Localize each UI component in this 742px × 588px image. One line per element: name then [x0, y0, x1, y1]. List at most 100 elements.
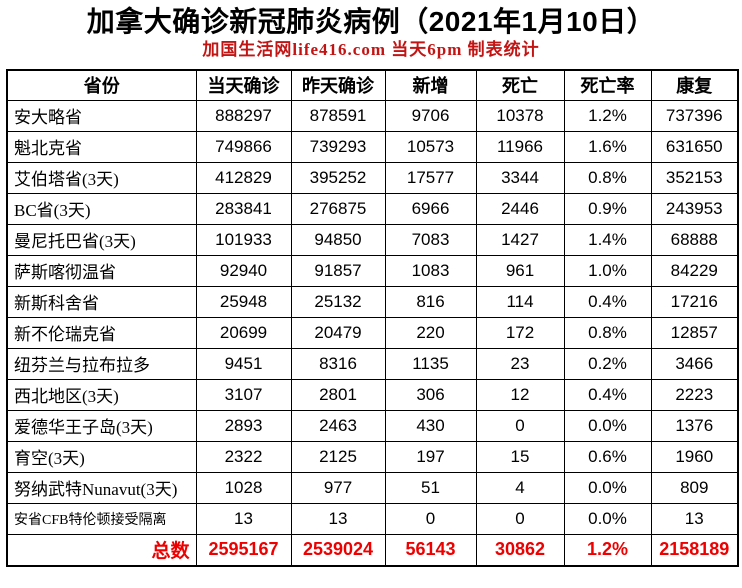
table-row: 萨斯喀彻温省 92940 91857 1083 961 1.0% 84229 — [6, 254, 739, 287]
province-cell: 曼尼托巴省(3天) — [6, 223, 197, 256]
yesterday-confirmed-cell: 13 — [290, 502, 386, 535]
today-confirmed-cell: 749866 — [195, 130, 292, 163]
recovered-cell: 352153 — [650, 161, 739, 194]
column-header-province: 省份 — [6, 69, 197, 101]
recovered-cell: 809 — [650, 471, 739, 504]
death-rate-cell: 0.8% — [563, 161, 652, 194]
province-cell: 安大略省 — [6, 99, 197, 132]
column-header-deaths: 死亡 — [475, 69, 565, 101]
yesterday-confirmed-cell: 94850 — [290, 223, 386, 256]
death-rate-cell: 0.4% — [563, 285, 652, 318]
header-row: 省份 当天确诊 昨天确诊 新增 死亡 死亡率 康复 — [6, 69, 739, 101]
new-cases-cell: 10573 — [384, 130, 477, 163]
province-cell: BC省(3天) — [6, 192, 197, 225]
today-confirmed-cell: 25948 — [195, 285, 292, 318]
deaths-cell: 15 — [475, 440, 565, 473]
table-row: 纽芬兰与拉布拉多 9451 8316 1135 23 0.2% 3466 — [6, 347, 739, 380]
province-cell: 萨斯喀彻温省 — [6, 254, 197, 287]
death-rate-cell: 0.0% — [563, 502, 652, 535]
province-cell: 新斯科舍省 — [6, 285, 197, 318]
recovered-cell: 3466 — [650, 347, 739, 380]
column-header-death-rate: 死亡率 — [563, 69, 652, 101]
table-row: BC省(3天) 283841 276875 6966 2446 0.9% 243… — [6, 192, 739, 225]
yesterday-confirmed-cell: 2801 — [290, 378, 386, 411]
yesterday-confirmed-cell: 91857 — [290, 254, 386, 287]
today-confirmed-cell: 283841 — [195, 192, 292, 225]
new-cases-cell: 1135 — [384, 347, 477, 380]
death-rate-cell: 0.9% — [563, 192, 652, 225]
new-cases-cell: 6966 — [384, 192, 477, 225]
deaths-cell: 961 — [475, 254, 565, 287]
death-rate-cell: 0.6% — [563, 440, 652, 473]
recovered-cell: 84229 — [650, 254, 739, 287]
deaths-cell: 114 — [475, 285, 565, 318]
deaths-cell: 0 — [475, 502, 565, 535]
death-rate-cell: 0.0% — [563, 471, 652, 504]
province-cell: 艾伯塔省(3天) — [6, 161, 197, 194]
new-cases-cell: 0 — [384, 502, 477, 535]
new-cases-cell: 1083 — [384, 254, 477, 287]
recovered-cell: 1376 — [650, 409, 739, 442]
today-confirmed-cell: 1028 — [195, 471, 292, 504]
column-header-yesterday-confirmed: 昨天确诊 — [290, 69, 386, 101]
new-cases-cell: 17577 — [384, 161, 477, 194]
deaths-cell: 10378 — [475, 99, 565, 132]
death-rate-cell: 1.6% — [563, 130, 652, 163]
table-body: 安大略省 888297 878591 9706 10378 1.2% 73739… — [6, 99, 739, 535]
today-confirmed-cell: 888297 — [195, 99, 292, 132]
recovered-cell: 17216 — [650, 285, 739, 318]
deaths-cell: 4 — [475, 471, 565, 504]
today-confirmed-cell: 2322 — [195, 440, 292, 473]
table-row: 努纳武特Nunavut(3天) 1028 977 51 4 0.0% 809 — [6, 471, 739, 504]
totals-deaths-cell: 30862 — [475, 533, 565, 567]
new-cases-cell: 9706 — [384, 99, 477, 132]
province-cell: 纽芬兰与拉布拉多 — [6, 347, 197, 380]
province-cell: 努纳武特Nunavut(3天) — [6, 471, 197, 504]
yesterday-confirmed-cell: 8316 — [290, 347, 386, 380]
recovered-cell: 1960 — [650, 440, 739, 473]
deaths-cell: 172 — [475, 316, 565, 349]
column-header-recovered: 康复 — [650, 69, 739, 101]
death-rate-cell: 0.4% — [563, 378, 652, 411]
province-cell: 新不伦瑞克省 — [6, 316, 197, 349]
death-rate-cell: 1.2% — [563, 99, 652, 132]
covid-stats-table: 省份 当天确诊 昨天确诊 新增 死亡 死亡率 康复 安大略省 888297 87… — [6, 69, 739, 567]
yesterday-confirmed-cell: 739293 — [290, 130, 386, 163]
table-row: 新斯科舍省 25948 25132 816 114 0.4% 17216 — [6, 285, 739, 318]
deaths-cell: 3344 — [475, 161, 565, 194]
totals-today-cell: 2595167 — [195, 533, 292, 567]
page-subtitle: 加国生活网life416.com 当天6pm 制表统计 — [202, 40, 540, 59]
table-row: 曼尼托巴省(3天) 101933 94850 7083 1427 1.4% 68… — [6, 223, 739, 256]
totals-new-cases-cell: 56143 — [384, 533, 477, 567]
table-row: 安大略省 888297 878591 9706 10378 1.2% 73739… — [6, 99, 739, 132]
deaths-cell: 11966 — [475, 130, 565, 163]
table-row: 新不伦瑞克省 20699 20479 220 172 0.8% 12857 — [6, 316, 739, 349]
totals-label: 总数 — [6, 533, 197, 567]
today-confirmed-cell: 92940 — [195, 254, 292, 287]
today-confirmed-cell: 9451 — [195, 347, 292, 380]
deaths-cell: 0 — [475, 409, 565, 442]
new-cases-cell: 306 — [384, 378, 477, 411]
table-row: 魁北克省 749866 739293 10573 11966 1.6% 6316… — [6, 130, 739, 163]
today-confirmed-cell: 13 — [195, 502, 292, 535]
today-confirmed-cell: 20699 — [195, 316, 292, 349]
yesterday-confirmed-cell: 977 — [290, 471, 386, 504]
death-rate-cell: 1.4% — [563, 223, 652, 256]
province-cell: 西北地区(3天) — [6, 378, 197, 411]
column-header-today-confirmed: 当天确诊 — [195, 69, 292, 101]
death-rate-cell: 1.0% — [563, 254, 652, 287]
province-cell: 魁北克省 — [6, 130, 197, 163]
new-cases-cell: 816 — [384, 285, 477, 318]
yesterday-confirmed-cell: 20479 — [290, 316, 386, 349]
deaths-cell: 23 — [475, 347, 565, 380]
today-confirmed-cell: 101933 — [195, 223, 292, 256]
totals-row: 总数 2595167 2539024 56143 30862 1.2% 2158… — [6, 533, 739, 567]
yesterday-confirmed-cell: 2463 — [290, 409, 386, 442]
death-rate-cell: 0.8% — [563, 316, 652, 349]
totals-recovered-cell: 2158189 — [650, 533, 739, 567]
yesterday-confirmed-cell: 276875 — [290, 192, 386, 225]
recovered-cell: 12857 — [650, 316, 739, 349]
table-row: 西北地区(3天) 3107 2801 306 12 0.4% 2223 — [6, 378, 739, 411]
table-row: 育空(3天) 2322 2125 197 15 0.6% 1960 — [6, 440, 739, 473]
table-row: 安省CFB特伦顿接受隔离 13 13 0 0 0.0% 13 — [6, 502, 739, 535]
